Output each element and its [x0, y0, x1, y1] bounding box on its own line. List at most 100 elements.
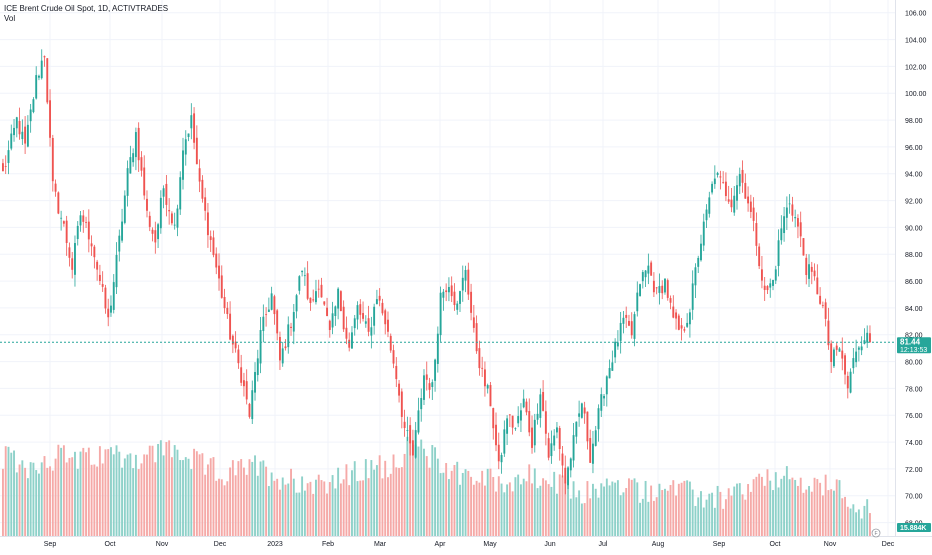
volume-bar — [525, 481, 528, 536]
volume-indicator-label[interactable]: Vol — [4, 14, 16, 23]
volume-bar — [428, 467, 431, 536]
volume-bar — [281, 477, 284, 536]
candle-body — [176, 208, 179, 228]
candle-body — [281, 348, 284, 364]
candle-body — [483, 369, 486, 387]
volume-bar — [362, 480, 364, 536]
candle-body — [556, 427, 558, 433]
volume-bar — [342, 479, 345, 536]
candle-body — [367, 318, 370, 332]
candle-body — [658, 286, 661, 293]
volume-bar — [60, 447, 63, 536]
candle-body — [279, 336, 281, 361]
volume-bar — [35, 470, 38, 536]
candle-body — [143, 167, 146, 196]
candle-body — [531, 427, 533, 448]
volume-bar — [533, 468, 536, 536]
time-tick-label: Nov — [824, 541, 837, 548]
volume-bar — [403, 453, 406, 536]
volume-bar — [713, 507, 716, 536]
volume-bar — [242, 467, 245, 536]
candle-body — [572, 435, 575, 461]
candle-body — [223, 296, 226, 309]
volume-bar — [339, 483, 342, 536]
candle-body — [351, 332, 353, 349]
volume-bar — [702, 507, 705, 536]
current-price-badge: 81.44 12:13:53 — [897, 337, 931, 354]
time-tick-label: Oct — [105, 541, 116, 548]
candle-body — [716, 172, 719, 175]
volume-bar — [85, 452, 87, 536]
volume-bar — [785, 466, 788, 536]
volume-bar — [367, 478, 370, 536]
price-tick-label: 100.00 — [905, 91, 927, 98]
candle-body — [54, 183, 57, 192]
volume-bar — [844, 496, 846, 536]
volume-bar — [556, 493, 558, 536]
volume-bar — [614, 482, 617, 536]
volume-bar — [90, 464, 93, 536]
volume-bar — [691, 489, 694, 536]
volume-bar — [758, 473, 761, 536]
volume-bar — [519, 484, 522, 536]
candle-body — [475, 323, 478, 352]
candle-body — [747, 196, 750, 204]
candle-body — [844, 355, 846, 375]
volume-bar — [409, 440, 412, 536]
volume-bar — [284, 484, 287, 536]
volume-bar — [553, 471, 556, 536]
candle-body — [511, 415, 514, 428]
volume-bar — [439, 473, 442, 536]
price-tick-label: 84.00 — [905, 306, 923, 313]
volume-bar — [423, 448, 425, 536]
candle-body — [467, 269, 470, 295]
candle-body — [265, 314, 268, 316]
candle-body — [608, 368, 611, 379]
candle-body — [445, 290, 448, 293]
volume-bar — [711, 492, 714, 536]
volume-bar — [259, 461, 262, 536]
volume-bar — [245, 474, 248, 536]
candle-body — [334, 306, 337, 317]
candle-body — [544, 411, 547, 434]
candle-body — [417, 410, 420, 433]
candle-body — [633, 314, 636, 339]
candle-body — [688, 312, 691, 325]
volume-bar — [849, 508, 852, 536]
time-tick-label: Apr — [435, 541, 447, 548]
volume-bar — [846, 506, 849, 536]
candle-body — [708, 197, 711, 214]
candle-body — [46, 58, 49, 103]
candle-body — [503, 429, 506, 454]
candle-body — [173, 224, 176, 226]
volume-bar — [669, 484, 672, 536]
volume-bar — [664, 488, 666, 536]
volume-bar — [857, 509, 860, 536]
volume-bar — [76, 468, 79, 536]
candle-body — [345, 327, 348, 339]
time-scale[interactable]: Sep Oct Nov Dec 2023 Feb Mar Apr May Jun Jul Aug Sep… — [44, 541, 895, 548]
candle-body — [816, 277, 819, 295]
price-scale[interactable]: 106.00 104.00 102.00 100.00 98.00 96.00 94.00 9… — [905, 11, 927, 528]
flag-marker[interactable]: F — [871, 528, 881, 538]
candle-body — [395, 365, 398, 380]
volume-bar — [572, 481, 575, 536]
volume-bar — [187, 458, 190, 536]
volume-bar — [481, 470, 484, 536]
volume-bar — [619, 495, 622, 536]
candle-body — [586, 411, 589, 442]
volume-bar — [198, 454, 201, 536]
flag-marker-circle — [871, 528, 881, 538]
symbol-title[interactable]: ICE Brent Crude Oil Spot, 1D, ACTIVTRADE… — [4, 4, 169, 13]
candle-body — [808, 264, 810, 279]
volume-bar — [705, 499, 708, 536]
candle-body — [564, 467, 567, 484]
volume-bar — [370, 460, 373, 536]
candle-body — [495, 424, 497, 446]
volume-bar — [234, 475, 237, 536]
candle-body — [805, 257, 808, 276]
volume-bar — [148, 445, 151, 536]
candle-body — [683, 329, 686, 331]
